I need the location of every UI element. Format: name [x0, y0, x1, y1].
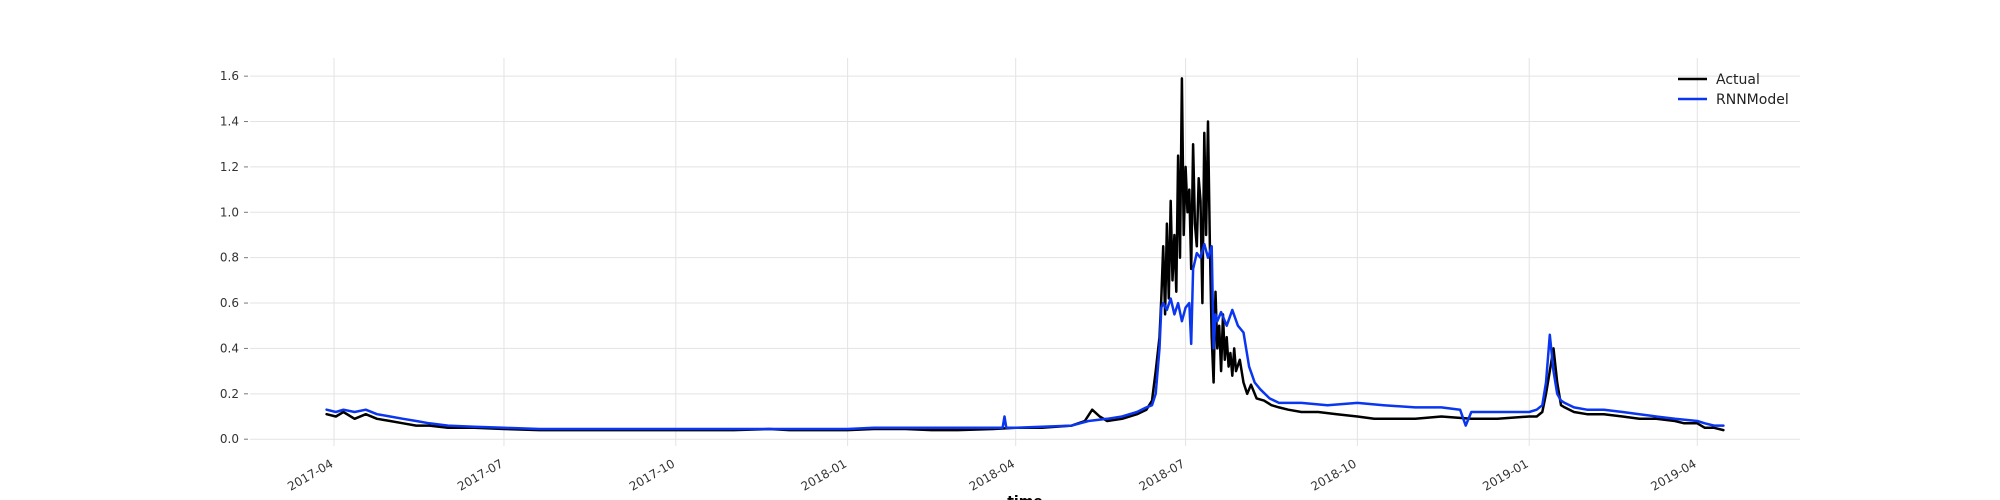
x-tick-label: 2017-10 — [627, 456, 677, 493]
y-tick-label: 0.8 — [220, 251, 239, 265]
x-tick-label: 2018-04 — [967, 456, 1017, 493]
x-axis-label: time — [1007, 494, 1043, 500]
y-tick-label: 0.4 — [220, 341, 239, 355]
x-tick-label: 2019-04 — [1648, 456, 1698, 493]
series-line-rnnmodel — [325, 242, 1725, 431]
y-tick-label: 1.2 — [220, 160, 239, 174]
grid-lines — [250, 58, 1800, 446]
legend: Actual RNNModel — [1678, 72, 1789, 108]
x-tick-label: 2018-01 — [799, 456, 849, 493]
y-tick-label: 1.4 — [220, 115, 239, 129]
x-tick-label: 2017-04 — [285, 456, 335, 493]
series-line-actual — [325, 77, 1725, 432]
x-tick-label: 2017-07 — [455, 456, 505, 493]
y-tick-label: 1.6 — [220, 69, 239, 83]
y-tick-label: 0.0 — [220, 432, 239, 446]
series-lines — [325, 77, 1725, 432]
x-tick-label: 2018-10 — [1308, 456, 1358, 493]
y-tick-label: 0.6 — [220, 296, 239, 310]
y-tick-label: 0.2 — [220, 387, 239, 401]
x-tick-label: 2018-07 — [1137, 456, 1187, 493]
x-tick-label: 2019-01 — [1480, 456, 1530, 493]
legend-label-rnnmodel: RNNModel — [1716, 92, 1789, 108]
legend-label-actual: Actual — [1716, 72, 1760, 88]
y-tick-label: 1.0 — [220, 205, 239, 219]
